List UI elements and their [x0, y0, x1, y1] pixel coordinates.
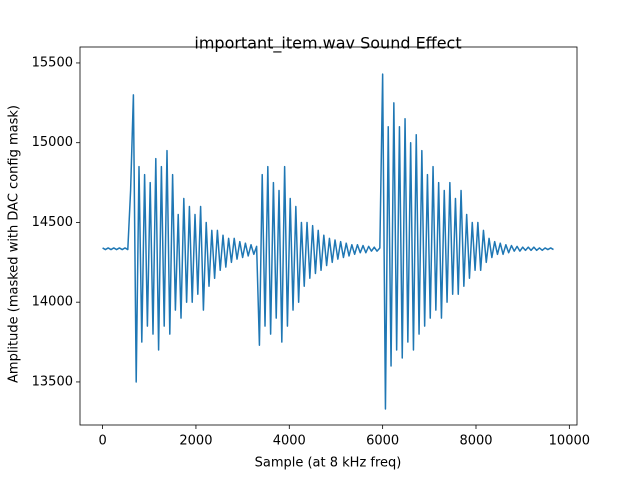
waveform-line — [102, 73, 554, 410]
y-tick-label: 14000 — [32, 295, 73, 310]
plot-frame — [79, 46, 578, 426]
y-tick-label: 15000 — [32, 135, 73, 150]
y-tick-label: 13500 — [32, 374, 73, 389]
x-tick-label: 2000 — [179, 434, 212, 449]
y-axis-label: Amplitude (masked with DAC config mask) — [7, 105, 22, 383]
x-tick-label: 6000 — [366, 434, 399, 449]
x-tick-label: 4000 — [273, 434, 306, 449]
chart-title: important_item.wav Sound Effect — [194, 34, 461, 54]
y-tick-label: 14500 — [32, 215, 73, 230]
x-tick-label: 0 — [98, 434, 106, 449]
y-tick-label: 15500 — [32, 55, 73, 70]
x-tick-label: 10000 — [549, 434, 590, 449]
x-axis-label: Sample (at 8 kHz freq) — [255, 456, 402, 471]
x-tick-label: 8000 — [459, 434, 492, 449]
